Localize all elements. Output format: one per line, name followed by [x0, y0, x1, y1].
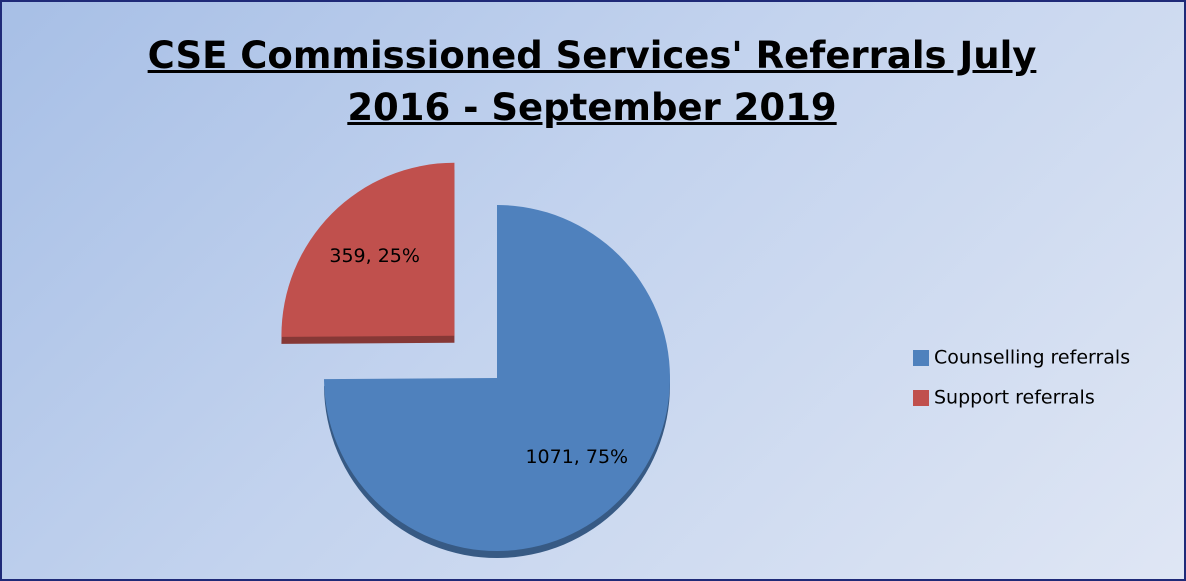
legend-label: Support referrals: [934, 387, 1095, 409]
chart-title: CSE Commissioned Services' Referrals Jul…: [147, 34, 1037, 129]
slice: [281, 162, 455, 337]
data-label: 359, 25%: [329, 245, 420, 267]
legend-label: Counselling referrals: [934, 347, 1130, 369]
legend-swatch: [913, 350, 929, 366]
slice: [324, 205, 670, 552]
legend-swatch: [913, 390, 929, 406]
data-label: 1071, 75%: [525, 446, 628, 468]
